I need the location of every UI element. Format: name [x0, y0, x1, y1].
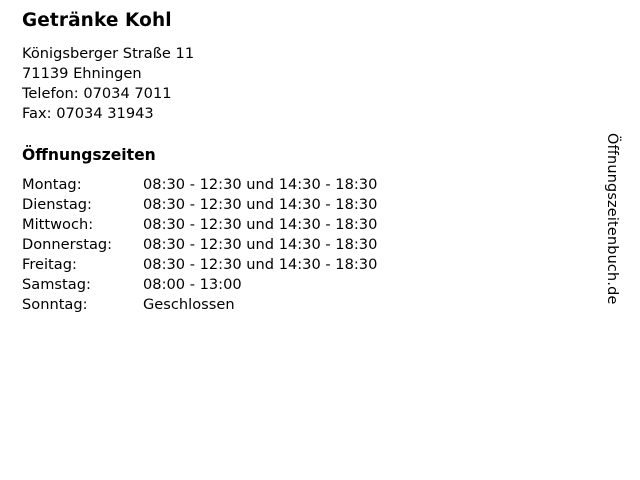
table-row: Mittwoch: 08:30 - 12:30 und 14:30 - 18:3…: [22, 215, 377, 235]
day-hours: 08:30 - 12:30 und 14:30 - 18:30: [143, 236, 378, 253]
business-listing: Getränke Kohl Königsberger Straße 11 711…: [22, 10, 582, 315]
table-row: Sonntag: Geschlossen: [22, 295, 377, 315]
table-row: Samstag: 08:00 - 13:00: [22, 275, 377, 295]
table-row: Donnerstag: 08:30 - 12:30 und 14:30 - 18…: [22, 235, 377, 255]
day-hours: 08:30 - 12:30 und 14:30 - 18:30: [143, 216, 378, 233]
site-watermark: Öffnungszeitenbuch.de: [604, 133, 620, 305]
opening-hours-table: Montag: 08:30 - 12:30 und 14:30 - 18:30 …: [22, 175, 377, 315]
day-label: Montag:: [22, 176, 82, 193]
address-block: Königsberger Straße 11 71139 Ehningen Te…: [22, 44, 582, 124]
day-label: Dienstag:: [22, 196, 92, 213]
page-title: Getränke Kohl: [22, 10, 172, 31]
table-row: Freitag: 08:30 - 12:30 und 14:30 - 18:30: [22, 255, 377, 275]
day-label: Samstag:: [22, 276, 91, 293]
address-phone: Telefon: 07034 7011: [22, 85, 172, 102]
day-label: Sonntag:: [22, 296, 88, 313]
day-hours: 08:30 - 12:30 und 14:30 - 18:30: [143, 196, 378, 213]
table-row: Dienstag: 08:30 - 12:30 und 14:30 - 18:3…: [22, 195, 377, 215]
address-street: Königsberger Straße 11: [22, 45, 195, 62]
address-fax: Fax: 07034 31943: [22, 105, 154, 122]
opening-hours-heading: Öffnungszeiten: [22, 146, 156, 164]
day-hours: Geschlossen: [143, 296, 235, 313]
day-label: Donnerstag:: [22, 236, 113, 253]
day-hours: 08:30 - 12:30 und 14:30 - 18:30: [143, 176, 378, 193]
day-hours: 08:30 - 12:30 und 14:30 - 18:30: [143, 256, 378, 273]
day-label: Freitag:: [22, 256, 77, 273]
table-row: Montag: 08:30 - 12:30 und 14:30 - 18:30: [22, 175, 377, 195]
day-hours: 08:00 - 13:00: [143, 276, 242, 293]
day-label: Mittwoch:: [22, 216, 94, 233]
address-city: 71139 Ehningen: [22, 65, 142, 82]
